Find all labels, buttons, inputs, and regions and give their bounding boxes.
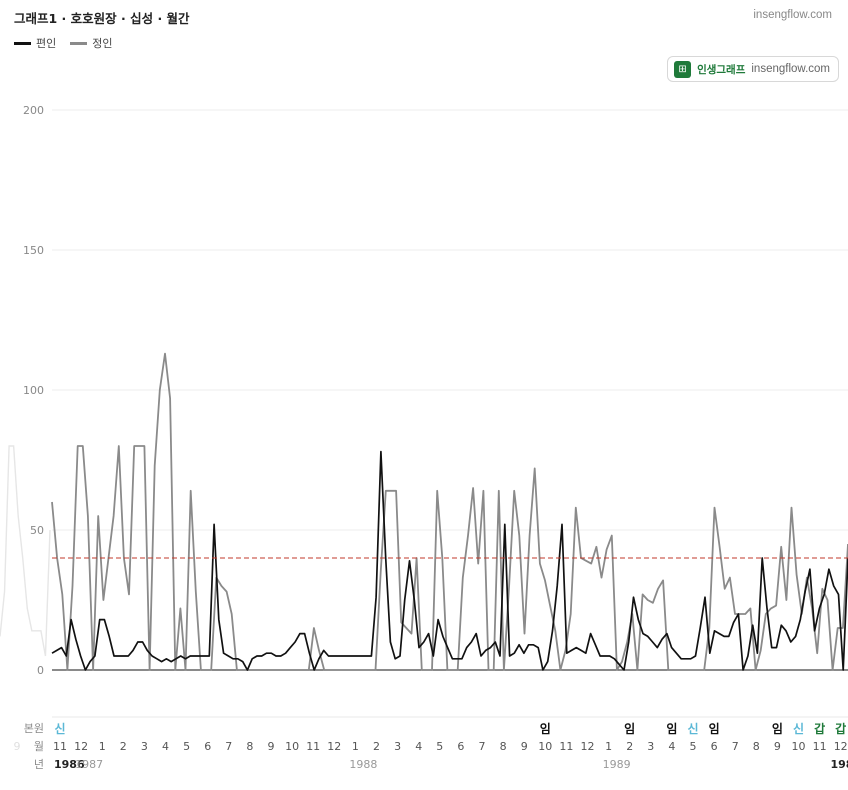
month-label: 1 — [605, 740, 612, 753]
brand-name: 인생그래프 — [697, 63, 746, 76]
bonwon-marker: 임 — [624, 722, 635, 736]
month-label: 3 — [141, 740, 148, 753]
month-label: 12 — [834, 740, 848, 753]
row-label: 월 — [34, 740, 44, 753]
month-label: 2 — [120, 740, 127, 753]
month-label: 6 — [457, 740, 464, 753]
month-label: 8 — [500, 740, 507, 753]
legend-swatch-jeongin — [70, 41, 88, 45]
month-label: 12 — [327, 740, 341, 753]
month-lead-label: 9 — [14, 740, 21, 753]
y-tick-label: 150 — [23, 244, 44, 257]
year-label: 1989 — [830, 758, 848, 771]
chart-title: 그래프1 · 호호원장 · 십성 · 월간 — [14, 11, 190, 26]
year-label: 1987 — [75, 758, 103, 771]
month-label: 9 — [774, 740, 781, 753]
month-label: 2 — [626, 740, 633, 753]
bonwon-marker: 임 — [540, 722, 551, 736]
year-label: 1986 — [54, 758, 85, 771]
ghost-series-line — [0, 445, 51, 657]
month-label: 10 — [285, 740, 299, 753]
month-label: 10 — [538, 740, 552, 753]
month-label: 11 — [813, 740, 827, 753]
legend-item-pyeonin[interactable]: 편인 — [14, 35, 56, 51]
month-label: 1 — [352, 740, 359, 753]
month-label: 5 — [436, 740, 443, 753]
month-label: 12 — [74, 740, 88, 753]
chart-legend: 편인 정인 — [14, 35, 113, 51]
month-label: 8 — [246, 740, 253, 753]
month-label: 11 — [306, 740, 320, 753]
y-tick-label: 50 — [30, 524, 44, 537]
series-line-jeongin — [51, 352, 848, 671]
month-label: 5 — [690, 740, 697, 753]
month-label: 7 — [225, 740, 232, 753]
brand-badge[interactable]: ⊞ 인생그래프 insengflow.com — [667, 56, 839, 82]
bonwon-marker: 임 — [709, 722, 720, 736]
year-label: 1989 — [603, 758, 631, 771]
bonwon-marker: 갑 — [814, 722, 825, 736]
bonwon-marker: 임 — [772, 722, 783, 736]
legend-label-pyeonin: 편인 — [36, 37, 57, 50]
month-label: 1 — [99, 740, 106, 753]
month-label: 4 — [415, 740, 422, 753]
bonwon-marker: 갑 — [835, 722, 846, 736]
year-label: 1988 — [349, 758, 377, 771]
y-tick-label: 200 — [23, 104, 44, 117]
month-label: 5 — [183, 740, 190, 753]
bonwon-marker: 임 — [666, 722, 677, 736]
legend-label-jeongin: 정인 — [92, 37, 113, 50]
month-label: 7 — [479, 740, 486, 753]
row-label: 본원 — [24, 722, 44, 735]
bonwon-marker: 신 — [687, 721, 698, 736]
month-label: 3 — [394, 740, 401, 753]
bonwon-marker: 신 — [793, 721, 804, 736]
month-label: 9 — [268, 740, 275, 753]
month-label: 4 — [668, 740, 675, 753]
brand-url: insengflow.com — [751, 63, 830, 75]
legend-item-jeongin[interactable]: 정인 — [70, 35, 113, 51]
series-line-pyeonin — [51, 450, 848, 671]
legend-swatch-pyeonin — [14, 41, 31, 45]
bonwon-marker: 신 — [54, 721, 65, 736]
month-label: 12 — [581, 740, 595, 753]
month-label: 11 — [53, 740, 67, 753]
month-label: 6 — [204, 740, 211, 753]
month-label: 7 — [732, 740, 739, 753]
month-label: 6 — [711, 740, 718, 753]
month-label: 3 — [647, 740, 654, 753]
row-label: 년 — [34, 758, 44, 771]
month-label: 10 — [792, 740, 806, 753]
month-label: 8 — [753, 740, 760, 753]
y-tick-label: 0 — [37, 664, 44, 677]
month-label: 9 — [521, 740, 528, 753]
month-label: 2 — [373, 740, 380, 753]
y-tick-label: 100 — [23, 384, 44, 397]
month-label: 11 — [559, 740, 573, 753]
site-label[interactable]: insengflow.com — [753, 9, 832, 21]
month-label: 4 — [162, 740, 169, 753]
brand-logo-icon: ⊞ — [674, 60, 692, 78]
